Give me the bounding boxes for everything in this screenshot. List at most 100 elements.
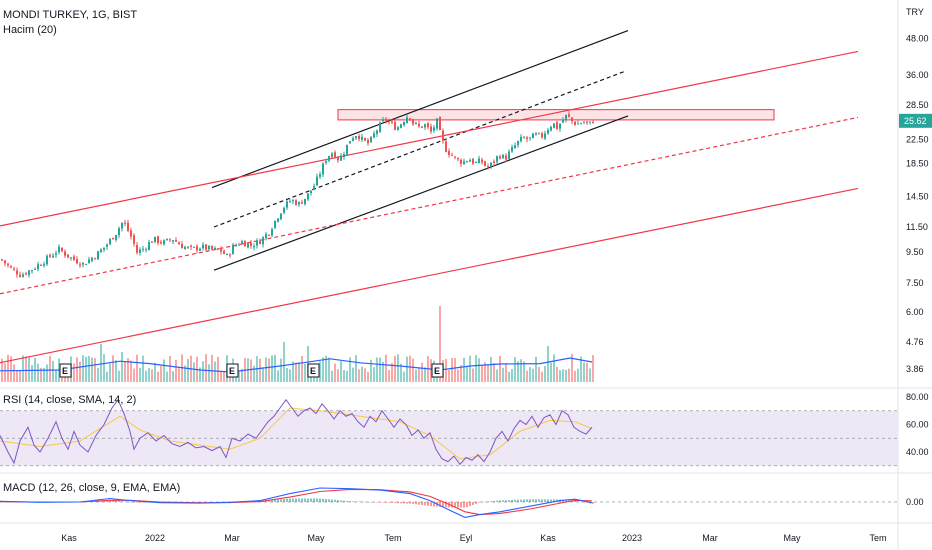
macd-histogram-bar <box>316 498 318 502</box>
macd-histogram-bar <box>586 502 588 503</box>
volume-bar <box>205 354 207 382</box>
volume-bar <box>544 365 546 382</box>
macd-histogram-bar <box>475 502 477 504</box>
candle-body <box>343 154 345 158</box>
volume-bar <box>208 364 210 382</box>
volume-bar <box>121 352 123 382</box>
volume-bar <box>421 362 423 382</box>
candle-body <box>406 117 408 124</box>
trendline-black-dashed[interactable] <box>213 70 627 228</box>
volume-bar <box>103 354 105 382</box>
candle-body <box>16 270 18 275</box>
macd-histogram-bar <box>109 500 111 502</box>
volume-bar <box>322 357 324 382</box>
volume-bar <box>349 357 351 382</box>
macd-histogram-bar <box>103 500 105 502</box>
macd-histogram-bar <box>118 501 120 502</box>
candle-body <box>304 198 306 205</box>
rsi-line <box>0 398 593 466</box>
macd-histogram-bar <box>364 501 366 503</box>
candle-body <box>295 200 297 206</box>
trendline-red-dashed[interactable] <box>0 116 859 295</box>
volume-bar <box>109 363 111 382</box>
candle-body <box>430 126 432 132</box>
candle-body <box>1 259 3 261</box>
volume-bar <box>100 344 102 382</box>
volume-bar <box>193 362 195 382</box>
macd-histogram-bar <box>451 502 453 508</box>
volume-bar <box>502 367 504 382</box>
volume-bar <box>526 370 528 382</box>
macd-histogram-bar <box>361 501 363 503</box>
volume-bar <box>478 358 480 382</box>
price-axis-tick: 4.76 <box>906 337 924 347</box>
volume-ma-line <box>0 357 593 373</box>
candle-body <box>172 240 174 242</box>
volume-bar <box>160 365 162 382</box>
volume-bar <box>574 370 576 382</box>
volume-bar <box>361 366 363 382</box>
candle-body <box>91 257 93 261</box>
price-axis-tick: 36.00 <box>906 70 929 80</box>
macd-histogram-bar <box>466 502 468 508</box>
volume-bar <box>13 364 15 382</box>
volume-bar <box>187 359 189 382</box>
volume-bar <box>568 368 570 382</box>
candle-body <box>286 201 288 208</box>
volume-bar <box>145 370 147 382</box>
candle-body <box>97 251 99 260</box>
earnings-marker[interactable] <box>59 363 72 378</box>
candle-body <box>22 274 24 277</box>
candle-body <box>265 234 267 239</box>
volume-bar <box>553 354 555 382</box>
volume-bar <box>373 367 375 382</box>
trendline-red-solid[interactable] <box>0 187 859 364</box>
macd-histogram-bar <box>319 498 321 502</box>
candle-body <box>424 124 426 128</box>
macd-histogram-bar <box>286 498 288 502</box>
price-axis-tick: 14.50 <box>906 192 929 202</box>
macd-histogram-bar <box>379 502 381 503</box>
price-axis-tick: 7.50 <box>906 278 924 288</box>
earnings-marker[interactable] <box>307 363 320 378</box>
volume-bar <box>403 371 405 382</box>
trendline-black-solid[interactable] <box>213 115 629 271</box>
candle-body <box>184 246 186 249</box>
trendline-black-solid[interactable] <box>211 29 629 189</box>
macd-histogram-bar <box>295 498 297 502</box>
candle-body <box>175 240 177 242</box>
candle-body <box>511 147 513 152</box>
earnings-marker[interactable] <box>226 363 239 378</box>
time-axis-tick: Tem <box>869 533 886 543</box>
last-price-tag <box>899 113 932 128</box>
volume-bar <box>22 355 24 382</box>
volume-bar <box>394 355 396 382</box>
earnings-marker[interactable] <box>431 363 444 378</box>
macd-histogram-bar <box>133 502 135 503</box>
macd-histogram-bar <box>409 502 411 504</box>
candle-body <box>529 137 531 139</box>
time-axis-tick: Eyl <box>460 533 473 543</box>
macd-histogram-bar <box>121 501 123 502</box>
macd-histogram-bar <box>580 501 582 503</box>
candle-body <box>562 120 564 123</box>
volume-bar <box>268 358 270 382</box>
volume-bar <box>106 371 108 382</box>
candle-body <box>427 123 429 128</box>
volume-bar <box>91 357 93 382</box>
volume-bar <box>370 359 372 382</box>
macd-histogram-bar <box>343 500 345 502</box>
price-axis-tick: 48.00 <box>906 34 929 44</box>
trendline-red-solid[interactable] <box>0 50 859 227</box>
candle-body <box>577 123 579 125</box>
volume-bar <box>19 370 21 382</box>
candle-body <box>229 254 231 256</box>
volume-bar <box>139 367 141 382</box>
macd-histogram-bar <box>283 499 285 502</box>
candle-body <box>451 154 453 156</box>
resistance-zone[interactable] <box>337 109 775 121</box>
candle-body <box>70 257 72 259</box>
volume-bar <box>463 357 465 382</box>
macd-histogram-bar <box>547 499 549 502</box>
